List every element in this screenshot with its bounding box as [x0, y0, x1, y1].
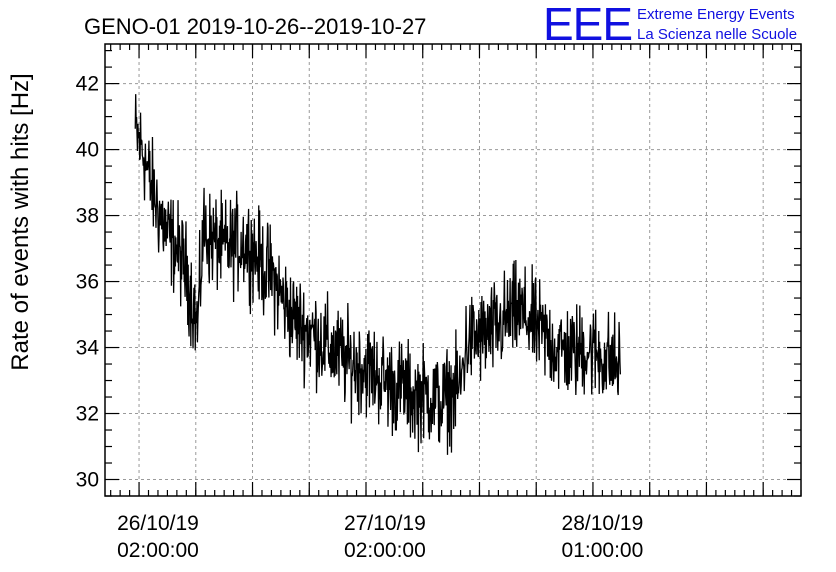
x-tick-label-date: 28/10/19 — [562, 512, 644, 535]
plot-frame — [104, 43, 802, 497]
series-line — [134, 94, 622, 455]
x-tick-label-time: 02:00:00 — [117, 539, 199, 562]
x-tick-label-date: 27/10/19 — [344, 512, 426, 535]
y-axis-label: Rate of events with hits [Hz] — [7, 73, 34, 370]
y-tick-label: 36 — [76, 271, 99, 294]
chart-title: GENO-01 2019-10-26--2019-10-27 — [84, 14, 426, 39]
y-tick-label: 32 — [76, 403, 99, 426]
x-tick-label-time: 02:00:00 — [344, 539, 426, 562]
logo-mark: EEE — [543, 0, 632, 50]
y-tick-label: 38 — [76, 205, 99, 228]
y-tick-label: 40 — [76, 139, 99, 162]
axes: 30 32 34 36 38 40 42 26/10/19 02:00:00 27/10/19 02… — [76, 43, 802, 562]
y-tick-label: 30 — [76, 469, 99, 492]
logo-line-1: Extreme Energy Events — [637, 6, 795, 23]
eee-logo: EEE Extreme Energy Events La Scienza nel… — [543, 0, 797, 50]
y-tick-label: 34 — [76, 337, 100, 360]
x-tick-label-date: 26/10/19 — [117, 512, 199, 535]
x-tick-label-time: 01:00:00 — [562, 539, 644, 562]
logo-line-2: La Scienza nelle Scuole — [637, 26, 797, 43]
y-tick-label: 42 — [76, 73, 99, 96]
series-layer — [134, 94, 622, 455]
